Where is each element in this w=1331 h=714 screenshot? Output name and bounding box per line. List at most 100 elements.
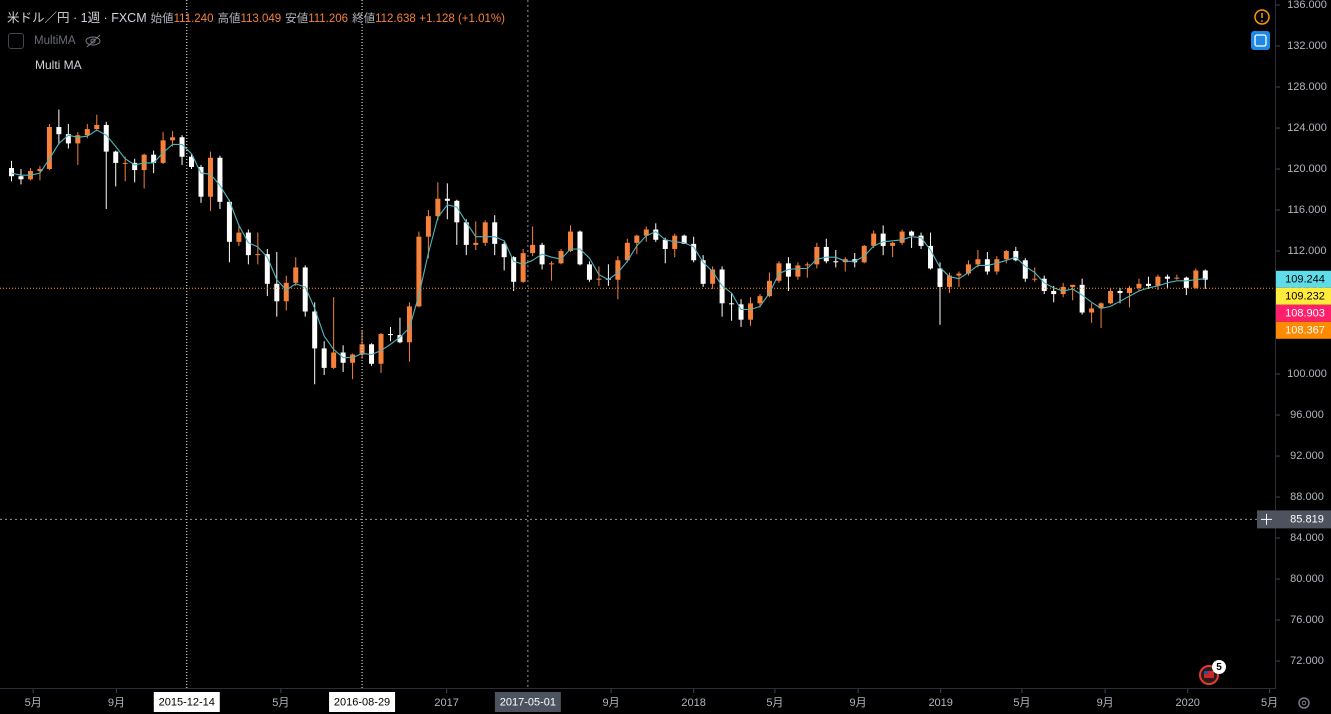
y-tick-label: 96.000 bbox=[1290, 409, 1324, 421]
candle-body bbox=[511, 257, 517, 282]
candle-body bbox=[226, 201, 232, 242]
candle-body bbox=[46, 127, 52, 170]
candle-body bbox=[691, 243, 697, 261]
y-tick-label: 80.000 bbox=[1290, 573, 1324, 585]
candle-body bbox=[103, 124, 109, 152]
x-tick-label: 9月 bbox=[603, 697, 620, 709]
candle-body bbox=[501, 243, 507, 258]
price-badge bbox=[1276, 270, 1331, 288]
crosshair-y-label-bg bbox=[1276, 510, 1331, 529]
candle-body bbox=[274, 283, 280, 302]
candle-body bbox=[65, 134, 71, 144]
exchange: FXCM bbox=[111, 11, 147, 25]
crosshair-plus bbox=[1261, 513, 1272, 525]
candle-body bbox=[1098, 303, 1104, 309]
hide-icon[interactable] bbox=[84, 34, 104, 48]
y-tick-label: 116.000 bbox=[1288, 204, 1327, 216]
candle-body bbox=[880, 233, 886, 246]
x-tick-label: 5月 bbox=[272, 697, 289, 709]
candle-body bbox=[359, 344, 365, 355]
candle-body bbox=[170, 137, 176, 141]
price-badge-label: 108.903 bbox=[1285, 308, 1325, 320]
candle-body bbox=[113, 151, 119, 163]
sync-button[interactable] bbox=[1251, 31, 1270, 50]
plot-area bbox=[9, 109, 1208, 385]
candle-body bbox=[18, 176, 24, 180]
settings-icon[interactable] bbox=[1298, 697, 1310, 709]
candle-body bbox=[530, 244, 536, 254]
candle-body bbox=[331, 352, 337, 368]
candle-body bbox=[1136, 283, 1142, 288]
candle-body bbox=[994, 259, 1000, 272]
candle-body bbox=[928, 245, 934, 269]
y-tick-label: 88.000 bbox=[1290, 491, 1324, 503]
candle-body bbox=[814, 246, 820, 265]
marker-label-bg bbox=[153, 692, 220, 712]
candle-body bbox=[416, 236, 422, 307]
indicator-row: MultiMA bbox=[8, 31, 104, 51]
price-axis-bg bbox=[1276, 0, 1331, 714]
candle-body bbox=[454, 200, 460, 223]
candle-body bbox=[387, 334, 393, 336]
y-tick-label: 92.000 bbox=[1290, 450, 1324, 462]
candle-body bbox=[302, 267, 308, 312]
candle-body bbox=[937, 268, 943, 287]
alert-icon[interactable] bbox=[1254, 9, 1270, 25]
candle-body bbox=[757, 296, 763, 304]
collapse-button[interactable] bbox=[8, 33, 24, 49]
candle-body bbox=[520, 253, 526, 282]
y-tick-label: 120.000 bbox=[1287, 163, 1327, 175]
candle-body bbox=[965, 264, 971, 274]
candle-body bbox=[94, 124, 100, 130]
events-count: 5 bbox=[1216, 662, 1222, 673]
candle-body bbox=[738, 304, 744, 320]
y-tick-label: 72.000 bbox=[1290, 655, 1324, 667]
events-icon[interactable] bbox=[1199, 660, 1226, 685]
moving-average bbox=[11, 129, 1206, 359]
candle-body bbox=[795, 265, 801, 277]
candle-body bbox=[681, 235, 687, 244]
candle-body bbox=[1013, 251, 1019, 261]
candle-body bbox=[217, 157, 223, 202]
x-tick-label: 2018 bbox=[681, 697, 705, 709]
candle-body bbox=[624, 242, 630, 261]
price-badge bbox=[1276, 287, 1331, 305]
candle-body bbox=[1041, 278, 1047, 292]
candle-body bbox=[264, 254, 270, 284]
y-tick-label: 76.000 bbox=[1290, 614, 1324, 626]
x-tick-label: 2017 bbox=[434, 697, 458, 709]
x-tick-label: 9月 bbox=[1097, 697, 1114, 709]
candle-body bbox=[1174, 277, 1180, 279]
candle-body bbox=[236, 232, 242, 242]
indicator-name: Multi MA bbox=[35, 58, 82, 72]
x-tick-label: 5月 bbox=[25, 697, 42, 709]
candle-body bbox=[444, 198, 450, 201]
candle-body bbox=[207, 157, 213, 197]
candle-body bbox=[378, 334, 384, 364]
candle-body bbox=[748, 303, 754, 320]
candle-body bbox=[700, 260, 706, 284]
price-badge-label: 108.367 bbox=[1285, 325, 1325, 337]
change: +1.128 (+1.01%) bbox=[419, 13, 505, 25]
candle-body bbox=[321, 348, 327, 368]
candle-body bbox=[710, 269, 716, 284]
candle-body bbox=[1183, 277, 1189, 288]
candle-body bbox=[37, 169, 43, 172]
indicator-short-name: MultiMA bbox=[34, 35, 76, 47]
candle-body bbox=[160, 140, 166, 163]
candle-body bbox=[1155, 276, 1161, 286]
candle-body bbox=[245, 232, 251, 256]
candle-body bbox=[804, 264, 810, 266]
candle-body bbox=[871, 233, 877, 246]
ohlc-value: 111.240 bbox=[173, 13, 214, 25]
candle-body bbox=[615, 260, 621, 280]
candle-body bbox=[766, 280, 772, 297]
price-badge bbox=[1276, 304, 1331, 322]
candle-body bbox=[189, 156, 195, 167]
symbol-header: 米ドル／円 · 1週 · FXCM 始値111.240 高値113.049 安値111… bbox=[7, 11, 505, 25]
candle-body bbox=[1022, 260, 1028, 279]
candle-body bbox=[482, 222, 488, 243]
candle-body bbox=[1108, 291, 1114, 304]
candle-body bbox=[653, 229, 659, 240]
